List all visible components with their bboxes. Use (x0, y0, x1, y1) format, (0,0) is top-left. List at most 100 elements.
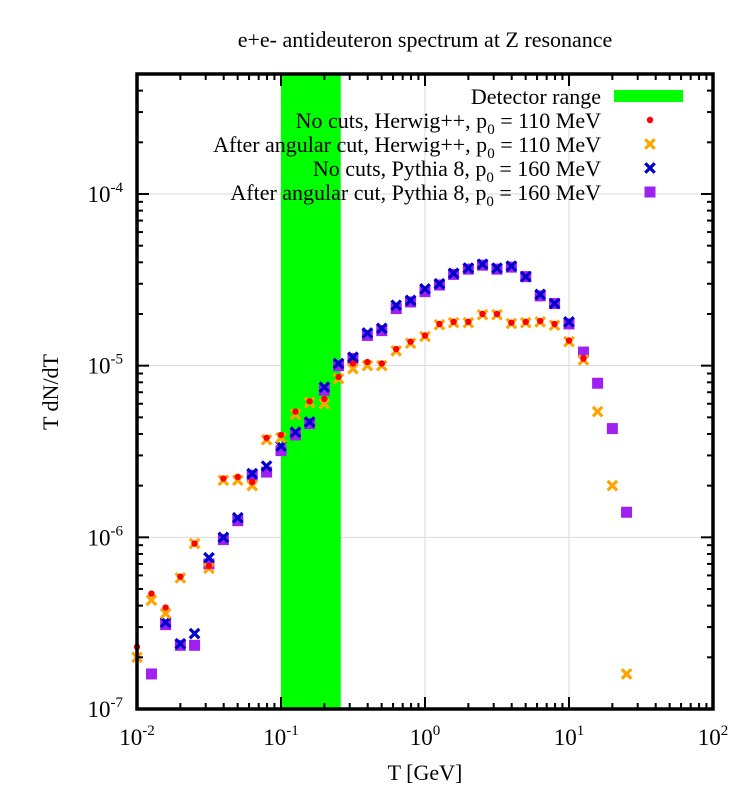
tick-label-base: 10 (698, 725, 721, 750)
legend-marker-series-3 (644, 162, 656, 174)
legend-text-main: No cuts, Herwig++, p (296, 108, 488, 133)
data-point-series-1 (234, 473, 241, 481)
marks-layer (131, 258, 633, 680)
data-point-series-3 (246, 467, 259, 480)
legend-label-series-4: After angular cut, Pythia 8, p0 = 160 Me… (230, 180, 601, 210)
data-point-series-3 (563, 315, 575, 328)
data-point-series-4 (145, 668, 157, 680)
data-point-series-1 (407, 338, 414, 345)
data-point-series-3 (548, 297, 561, 310)
data-point-series-3 (462, 262, 475, 274)
data-point-series-4 (160, 619, 172, 631)
x-marker-stroke (404, 294, 417, 307)
data-point-series-1 (580, 355, 587, 362)
legend-swatch-detector-range (614, 90, 683, 102)
data-point-series-2 (606, 479, 619, 492)
data-point-series-3 (260, 460, 273, 472)
data-point-series-1 (349, 360, 357, 367)
x-marker-stroke (318, 397, 331, 410)
tick-label-exponent: -4 (111, 180, 124, 196)
data-point-series-1 (249, 478, 256, 486)
data-point-series-1 (321, 395, 328, 403)
x-tick-label: 102 (698, 723, 729, 750)
legend-marker-series-2 (644, 138, 656, 150)
data-point-series-4 (289, 429, 301, 441)
x-marker-stroke (260, 460, 273, 472)
data-point-series-1 (565, 337, 573, 344)
data-point-series-1 (263, 434, 270, 441)
data-point-series-2 (347, 362, 359, 375)
data-point-series-1 (205, 562, 213, 570)
x-tick-label: 10-1 (263, 723, 299, 750)
data-point-series-3 (375, 322, 388, 335)
data-point-series-4 (621, 506, 633, 518)
data-point-series-4 (275, 445, 287, 457)
data-point-series-3 (289, 426, 302, 438)
legend-marker-series-1 (646, 116, 654, 124)
x-marker-stroke (361, 327, 374, 339)
x-marker-stroke (462, 262, 475, 274)
x-marker-stroke (246, 467, 259, 480)
data-point-series-1 (364, 358, 371, 366)
legend-text-main: No cuts, Pythia 8, p (313, 156, 487, 181)
data-point-series-4 (189, 639, 201, 651)
data-point-series-1 (537, 317, 544, 325)
y-axis-label: T dN/dT (38, 353, 63, 430)
x-marker-stroke (606, 479, 619, 492)
tick-label-exponent: -7 (111, 695, 124, 711)
data-point-series-1 (421, 332, 429, 339)
y-tick-label: 10-5 (88, 352, 124, 379)
data-point-series-2 (318, 397, 331, 410)
tick-label-base: 10 (263, 725, 286, 750)
legend-label-series-3: No cuts, Pythia 8, p0 = 160 MeV (313, 156, 601, 186)
data-point-series-2 (620, 668, 633, 680)
legend-label-series-2: After angular cut, Herwig++, p0 = 110 Me… (213, 132, 601, 162)
x-marker-stroke (275, 440, 287, 452)
x-marker-stroke (289, 426, 302, 438)
x-marker-stroke (644, 138, 656, 150)
x-marker-stroke (145, 594, 158, 607)
data-point-series-1 (378, 360, 385, 367)
data-point-series-2 (591, 405, 604, 418)
legend-text-tail: = 160 MeV (494, 156, 601, 181)
legend-text-tail: = 110 MeV (495, 108, 601, 133)
data-point-series-3 (303, 416, 316, 428)
data-point-series-3 (231, 511, 244, 524)
x-marker-stroke (591, 405, 604, 418)
x-marker-stroke (548, 297, 561, 310)
data-point-series-1 (335, 373, 342, 381)
data-point-series-1 (551, 320, 558, 328)
tick-label-base: 10 (88, 525, 111, 550)
data-point-series-4 (232, 515, 244, 527)
data-point-series-4 (376, 325, 388, 337)
data-point-series-3 (505, 260, 518, 272)
data-point-series-3 (217, 531, 230, 544)
legend-text-main: After angular cut, Herwig++, p (213, 132, 487, 157)
data-point-series-1 (450, 318, 457, 326)
data-point-series-4 (261, 466, 273, 478)
x-marker-stroke (318, 381, 331, 393)
legend-text-tail: = 110 MeV (495, 132, 601, 157)
data-point-series-1 (292, 408, 299, 415)
x-marker-stroke (620, 668, 633, 680)
data-point-series-1 (220, 475, 227, 482)
data-point-series-3 (275, 440, 287, 452)
tick-label-exponent: 1 (577, 723, 585, 739)
x-marker-stroke (375, 322, 388, 335)
y-tick-label: 10-4 (88, 180, 124, 207)
x-marker-stroke (447, 267, 460, 280)
data-point-series-1 (436, 320, 443, 328)
tick-label-exponent: -6 (111, 523, 124, 539)
data-point-series-3 (419, 283, 431, 295)
data-point-series-1 (277, 431, 285, 439)
data-point-series-4 (606, 423, 618, 435)
data-point-series-4 (361, 329, 373, 341)
x-marker-stroke (347, 351, 359, 364)
data-point-series-1 (306, 398, 313, 405)
tick-label-exponent: -5 (111, 352, 124, 368)
data-point-series-3 (203, 551, 215, 564)
legend-text-main: After angular cut, Pythia 8, p (230, 180, 486, 205)
